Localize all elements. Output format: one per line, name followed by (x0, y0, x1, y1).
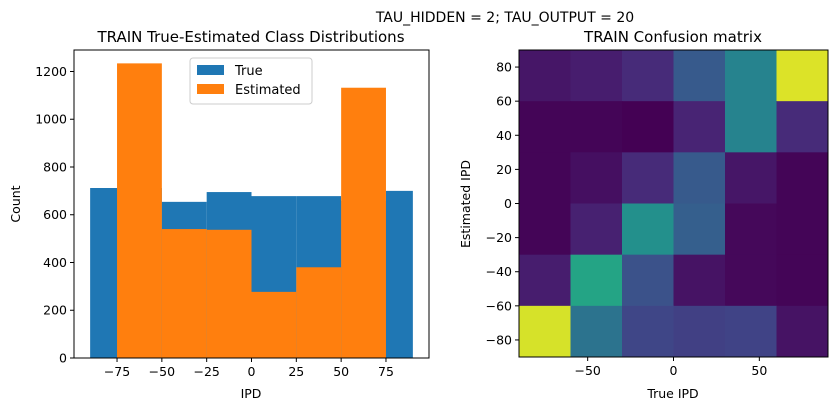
cm-cell-r5-c5 (776, 305, 829, 358)
estimated-bar-6 (341, 87, 386, 358)
cm-cell-r2-c2 (622, 152, 674, 204)
cm-y-tick-label: −60 (486, 298, 512, 313)
hist-y-tick-label: 1000 (35, 112, 67, 127)
cm-cell-r0-c0 (519, 50, 571, 102)
histogram-y-axis-label: Count (8, 185, 23, 222)
cm-cell-r4-c4 (725, 254, 777, 307)
confusion-matrix-cells (519, 50, 829, 358)
histogram-x-ticks: −75 −50 −25 0 25 50 75 (104, 358, 394, 379)
cm-cell-r3-c4 (725, 203, 777, 256)
cm-cell-r2-c0 (519, 152, 571, 204)
cm-cell-r0-c4 (725, 50, 777, 102)
hist-y-tick-label: 800 (43, 159, 67, 174)
cm-cell-r4-c0 (519, 254, 571, 307)
cm-cell-r3-c5 (776, 203, 829, 256)
estimated-bar-5 (296, 267, 342, 358)
hist-y-tick-label: 200 (43, 303, 67, 318)
cm-cell-r3-c0 (519, 203, 571, 256)
estimated-bar-3 (206, 229, 252, 358)
cm-cell-r1-c5 (776, 101, 829, 153)
cm-cell-r4-c5 (776, 254, 829, 307)
cm-cell-r5-c2 (622, 305, 674, 358)
cm-y-tick-label: −20 (486, 230, 512, 245)
hist-x-tick-label: −25 (193, 364, 219, 379)
cm-cell-r5-c0 (519, 305, 571, 358)
figure-suptitle: TAU_HIDDEN = 2; TAU_OUTPUT = 20 (375, 10, 634, 26)
estimated-bar-4 (251, 291, 297, 358)
cm-cell-r0-c3 (673, 50, 726, 102)
hist-x-tick-label: 25 (288, 364, 304, 379)
confusion-matrix-panel: TRAIN Confusion matrix −50 0 50 −80−60−40−… (458, 28, 829, 401)
estimated-series-bars (117, 63, 386, 358)
confusion-matrix-x-axis-label: True IPD (646, 386, 698, 401)
cm-y-tick-label: −80 (486, 332, 512, 347)
cm-y-tick-label: 60 (496, 94, 512, 109)
cm-cell-r2-c1 (570, 152, 623, 204)
hist-x-tick-label: −75 (104, 364, 130, 379)
legend-swatch-estimated (197, 84, 224, 94)
cm-cell-r1-c1 (570, 101, 623, 153)
hist-x-tick-label: 75 (378, 364, 394, 379)
hist-y-tick-label: 400 (43, 255, 67, 270)
histogram-legend: True Estimated (189, 57, 313, 105)
legend-swatch-true (197, 65, 224, 75)
cm-cell-r4-c1 (570, 254, 623, 307)
true-bar-7 (385, 190, 413, 358)
confusion-matrix-x-ticks: −50 0 50 (574, 357, 767, 378)
cm-cell-r1-c0 (519, 101, 571, 153)
confusion-matrix-y-axis-label: Estimated IPD (458, 160, 473, 248)
histogram-title: TRAIN True-Estimated Class Distributions (96, 28, 404, 46)
cm-x-tick-label: 50 (751, 363, 767, 378)
cm-cell-r5-c3 (673, 305, 726, 358)
cm-cell-r0-c1 (570, 50, 623, 102)
cm-cell-r2-c3 (673, 152, 726, 204)
hist-y-tick-label: 600 (43, 207, 67, 222)
cm-cell-r0-c5 (776, 50, 829, 102)
histogram-x-axis-label: IPD (241, 386, 262, 401)
cm-cell-r3-c3 (673, 203, 726, 256)
hist-x-tick-label: 0 (248, 364, 256, 379)
hist-x-tick-label: 50 (333, 364, 349, 379)
hist-x-tick-label: −50 (149, 364, 175, 379)
cm-cell-r1-c2 (622, 101, 674, 153)
cm-y-tick-label: 0 (504, 196, 512, 211)
histogram-panel: TRAIN True-Estimated Class Distributions… (8, 28, 430, 401)
cm-cell-r4-c3 (673, 254, 726, 307)
cm-cell-r3-c2 (622, 203, 674, 256)
confusion-matrix-y-ticks: −80 −60 −40 −20 0 20 40 60 80 (486, 60, 519, 347)
cm-y-tick-label: 40 (496, 128, 512, 143)
cm-cell-r5-c1 (570, 305, 623, 358)
true-bar-0 (90, 188, 118, 358)
cm-cell-r1-c4 (725, 101, 777, 153)
cm-y-tick-label: −40 (486, 264, 512, 279)
cm-y-tick-label: 80 (496, 60, 512, 75)
cm-cell-r3-c1 (570, 203, 623, 256)
cm-x-tick-label: −50 (574, 363, 600, 378)
cm-cell-r4-c2 (622, 254, 674, 307)
estimated-bar-1 (117, 63, 162, 358)
cm-x-tick-label: 0 (670, 363, 678, 378)
cm-cell-r5-c4 (725, 305, 777, 358)
cm-cell-r0-c2 (622, 50, 674, 102)
hist-y-tick-label: 0 (59, 351, 67, 366)
cm-y-tick-label: 20 (496, 162, 512, 177)
cm-cell-r1-c3 (673, 101, 726, 153)
cm-cell-r2-c4 (725, 152, 777, 204)
estimated-bar-2 (161, 229, 207, 358)
legend-label-true: True (234, 64, 263, 79)
legend-label-estimated: Estimated (235, 83, 301, 98)
histogram-y-ticks: 0 200 400 600 800 1000 1200 (35, 64, 74, 366)
confusion-matrix-title: TRAIN Confusion matrix (583, 28, 762, 46)
cm-cell-r2-c5 (776, 152, 829, 204)
hist-y-tick-label: 1200 (35, 64, 67, 79)
